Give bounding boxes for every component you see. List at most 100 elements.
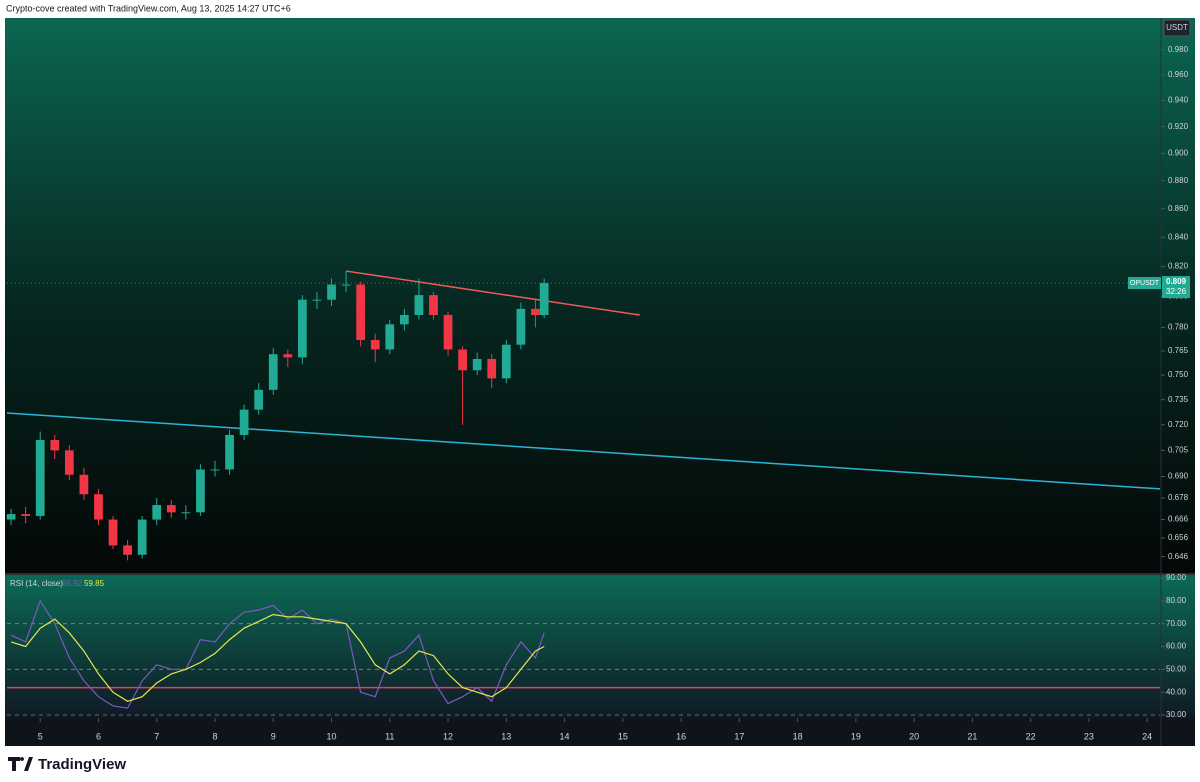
tv-logo bbox=[8, 757, 33, 771]
candle-body bbox=[399, 315, 409, 325]
candle-body bbox=[210, 469, 220, 471]
x-tick-label: 21 bbox=[967, 731, 977, 741]
y-tick-label: 0.735 bbox=[1168, 395, 1189, 404]
currency-box bbox=[1163, 19, 1191, 37]
candle-body bbox=[539, 283, 549, 316]
rsi-title: RSI (14, close) bbox=[10, 579, 63, 588]
y-tick-label: 0.940 bbox=[1168, 96, 1189, 105]
x-tick-label: 12 bbox=[443, 731, 453, 741]
y-tick-label: 0.646 bbox=[1168, 552, 1189, 561]
x-tick-label: 16 bbox=[676, 731, 686, 741]
candle-body bbox=[94, 494, 103, 520]
x-tick-label: 13 bbox=[501, 731, 511, 741]
candle-body bbox=[472, 359, 482, 371]
candle-body bbox=[50, 440, 60, 451]
y-tick-label: 0.765 bbox=[1168, 346, 1189, 355]
y-tick-label: 0.720 bbox=[1168, 420, 1189, 429]
candle-body bbox=[327, 284, 336, 300]
y-tick-label: 0.920 bbox=[1168, 122, 1189, 131]
y-tick-label: 0.860 bbox=[1168, 204, 1189, 213]
y-tick-label: 80.00 bbox=[1166, 596, 1187, 605]
candle-body bbox=[414, 295, 424, 316]
x-tick-label: 17 bbox=[734, 731, 744, 741]
x-tick-label: 15 bbox=[618, 731, 628, 741]
candle-body bbox=[487, 359, 497, 379]
currency: USDT bbox=[1166, 23, 1188, 32]
trendline bbox=[6, 412, 1161, 490]
rsi-legend-value: 65.92 bbox=[62, 579, 83, 588]
x-tick-label: 22 bbox=[1026, 731, 1036, 741]
candle-body bbox=[429, 295, 438, 316]
x-tick-label: 8 bbox=[212, 731, 217, 741]
candle-body bbox=[6, 514, 16, 520]
x-tick-label: 24 bbox=[1142, 731, 1152, 741]
candle-body bbox=[385, 324, 395, 350]
y-tick-label: 0.678 bbox=[1168, 493, 1189, 502]
y-tick-label: 0.900 bbox=[1168, 149, 1189, 158]
y-tick-label: 0.690 bbox=[1168, 472, 1189, 481]
rsi-line bbox=[10, 613, 545, 702]
symbol-box bbox=[1128, 277, 1161, 290]
candle-body bbox=[268, 354, 278, 390]
y-tick-label: 0.666 bbox=[1168, 515, 1189, 524]
candle-body bbox=[341, 284, 351, 286]
y-tick-label: 0.880 bbox=[1168, 176, 1189, 185]
y-tick-label: 0.705 bbox=[1168, 445, 1189, 454]
candle-body bbox=[21, 514, 31, 516]
candle-body bbox=[166, 505, 176, 513]
candle-body bbox=[356, 284, 366, 340]
price-box bbox=[1162, 276, 1190, 299]
x-tick-label: 20 bbox=[909, 731, 919, 741]
candle-body bbox=[254, 389, 264, 410]
y-tick-label: 0.750 bbox=[1168, 370, 1189, 379]
candle-body bbox=[64, 450, 74, 475]
candle-body bbox=[35, 440, 45, 516]
countdown: 32:26 bbox=[1166, 287, 1187, 296]
x-tick-label: 7 bbox=[154, 731, 159, 741]
y-tick-label: 0.980 bbox=[1168, 45, 1189, 54]
x-tick-label: 19 bbox=[851, 731, 861, 741]
candle-body bbox=[501, 344, 511, 379]
y-tick-label: 0.840 bbox=[1168, 232, 1189, 241]
x-tick-label: 14 bbox=[560, 731, 570, 741]
candle-body bbox=[298, 299, 307, 358]
candle-body bbox=[370, 339, 380, 350]
candle-body bbox=[152, 505, 162, 520]
y-tick-label: 30.00 bbox=[1166, 710, 1187, 719]
y-tick-label: 50.00 bbox=[1166, 664, 1187, 673]
y-tick-label: 0.780 bbox=[1168, 323, 1189, 332]
candle-body bbox=[79, 474, 89, 495]
y-tick-label: 60.00 bbox=[1166, 642, 1187, 651]
x-tick-label: 5 bbox=[38, 731, 43, 741]
time-axis bbox=[5, 718, 1195, 746]
x-tick-label: 23 bbox=[1084, 731, 1094, 741]
y-tick-label: 90.00 bbox=[1166, 573, 1187, 582]
candle-body bbox=[225, 434, 234, 470]
y-tick-label: 70.00 bbox=[1166, 619, 1187, 628]
candle-body bbox=[181, 512, 191, 514]
rsi-pane bbox=[5, 575, 1195, 718]
candle-body bbox=[283, 354, 293, 358]
main-pane bbox=[5, 18, 1195, 573]
x-tick-label: 9 bbox=[271, 731, 276, 741]
x-tick-label: 10 bbox=[327, 731, 337, 741]
y-tick-label: 0.820 bbox=[1168, 262, 1189, 271]
candle-body bbox=[516, 308, 526, 345]
rsi-legend-value: 59.85 bbox=[84, 579, 105, 588]
x-tick-label: 18 bbox=[793, 731, 803, 741]
header-text: Crypto-cove created with TradingView.com… bbox=[6, 3, 291, 13]
rsi-line bbox=[10, 599, 545, 709]
trendline bbox=[345, 270, 640, 316]
candle-body bbox=[137, 519, 147, 555]
x-tick-label: 11 bbox=[385, 731, 394, 741]
candle-body bbox=[239, 409, 249, 435]
candle-body bbox=[531, 308, 540, 316]
x-tick-label: 6 bbox=[96, 731, 101, 741]
candle-body bbox=[458, 349, 467, 371]
candle-body bbox=[123, 545, 132, 555]
candle-body bbox=[196, 469, 205, 513]
y-tick-label: 0.656 bbox=[1168, 533, 1189, 542]
candle-body bbox=[312, 299, 322, 301]
